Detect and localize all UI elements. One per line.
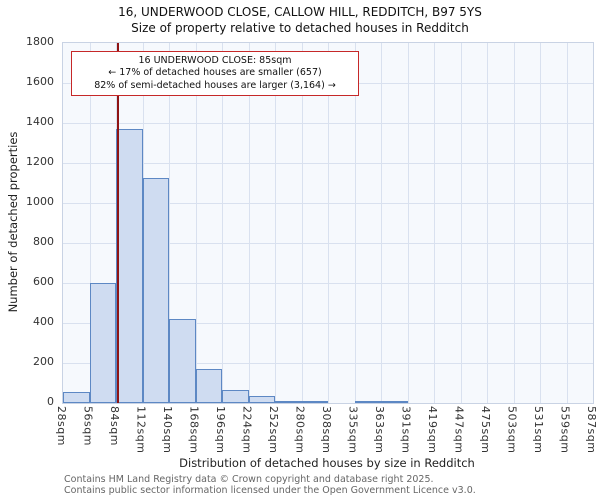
bar: [354, 401, 381, 403]
grid-line-v: [540, 43, 541, 403]
bar: [169, 319, 196, 403]
grid-line-v: [222, 43, 223, 403]
grid-line-v: [513, 43, 515, 403]
grid-line-v: [169, 43, 170, 403]
x-tick-label: 363sqm: [373, 406, 386, 454]
x-tick-label: 56sqm: [81, 406, 95, 446]
bar: [142, 178, 169, 403]
y-tick-label: 600: [33, 275, 54, 288]
annotation-box: 16 UNDERWOOD CLOSE: 85sqm ← 17% of detac…: [71, 51, 359, 97]
x-tick-label: 140sqm: [161, 406, 174, 454]
grid-line-v: [328, 43, 329, 403]
y-tick-label: 1600: [26, 75, 54, 88]
y-tick-label: 1800: [26, 35, 54, 48]
x-tick-label: 196sqm: [214, 406, 227, 454]
bar: [222, 390, 249, 403]
bar: [63, 392, 90, 403]
bar: [248, 396, 275, 403]
x-tick-label: 308sqm: [320, 406, 333, 454]
annotation-line-2: ← 17% of detached houses are smaller (65…: [108, 67, 322, 79]
property-size-marker-line: [117, 43, 119, 403]
x-tick-label: 168sqm: [187, 406, 201, 454]
grid-line-v: [89, 43, 91, 403]
y-tick-label: 1400: [26, 115, 54, 128]
y-tick-label: 200: [33, 355, 54, 368]
x-tick-label: 252sqm: [267, 406, 280, 454]
x-tick-label: 531sqm: [532, 406, 545, 454]
grid-line-v: [487, 43, 488, 403]
y-tick-label: 400: [33, 315, 54, 328]
bar: [381, 401, 408, 403]
bar: [89, 283, 116, 403]
annotation-line-1: 16 UNDERWOOD CLOSE: 85sqm: [138, 55, 292, 66]
x-tick-label: 559sqm: [558, 406, 572, 454]
grid-line-v: [248, 43, 250, 403]
grid-line-v: [275, 43, 276, 403]
grid-line-v: [460, 43, 462, 403]
y-tick-label: 0: [47, 395, 54, 408]
x-tick-label: 84sqm: [108, 406, 121, 446]
attribution-line-1: Contains HM Land Registry data © Crown c…: [64, 474, 434, 485]
attribution-footer: Contains HM Land Registry data © Crown c…: [64, 474, 476, 496]
x-tick-label: 28sqm: [55, 406, 68, 446]
y-tick-label: 1200: [26, 155, 54, 168]
x-axis-label: Distribution of detached houses by size …: [179, 456, 475, 470]
bar: [275, 400, 302, 403]
bar: [116, 129, 143, 403]
x-tick-label: 419sqm: [426, 406, 439, 454]
x-tick-label: 224sqm: [240, 406, 254, 454]
grid-line-v: [301, 43, 303, 403]
grid-line-v: [566, 43, 568, 403]
chart-title: 16, UNDERWOOD CLOSE, CALLOW HILL, REDDIT…: [118, 5, 482, 19]
grid-line-v: [381, 43, 382, 403]
y-tick-label: 800: [33, 235, 54, 248]
x-tick-label: 335sqm: [346, 406, 360, 454]
grid-line-v: [195, 43, 197, 403]
plot-area: 16 UNDERWOOD CLOSE: 85sqm ← 17% of detac…: [62, 42, 594, 404]
y-tick-label: 1000: [26, 195, 54, 208]
grid-line-v: [354, 43, 356, 403]
x-tick-label: 447sqm: [452, 406, 466, 454]
annotation-line-3: 82% of semi-detached houses are larger (…: [94, 79, 336, 91]
x-tick-label: 112sqm: [134, 406, 148, 454]
x-tick-label: 587sqm: [585, 406, 598, 454]
x-tick-label: 503sqm: [505, 406, 519, 454]
attribution-line-2: Contains public sector information licen…: [64, 485, 476, 497]
x-tick-label: 475sqm: [479, 406, 492, 454]
x-tick-label: 280sqm: [293, 406, 307, 454]
chart-subtitle: Size of property relative to detached ho…: [131, 21, 469, 35]
bar: [301, 401, 328, 403]
grid-line-v: [407, 43, 409, 403]
grid-line-v: [434, 43, 435, 403]
bar: [195, 369, 222, 403]
x-tick-label: 391sqm: [399, 406, 413, 454]
